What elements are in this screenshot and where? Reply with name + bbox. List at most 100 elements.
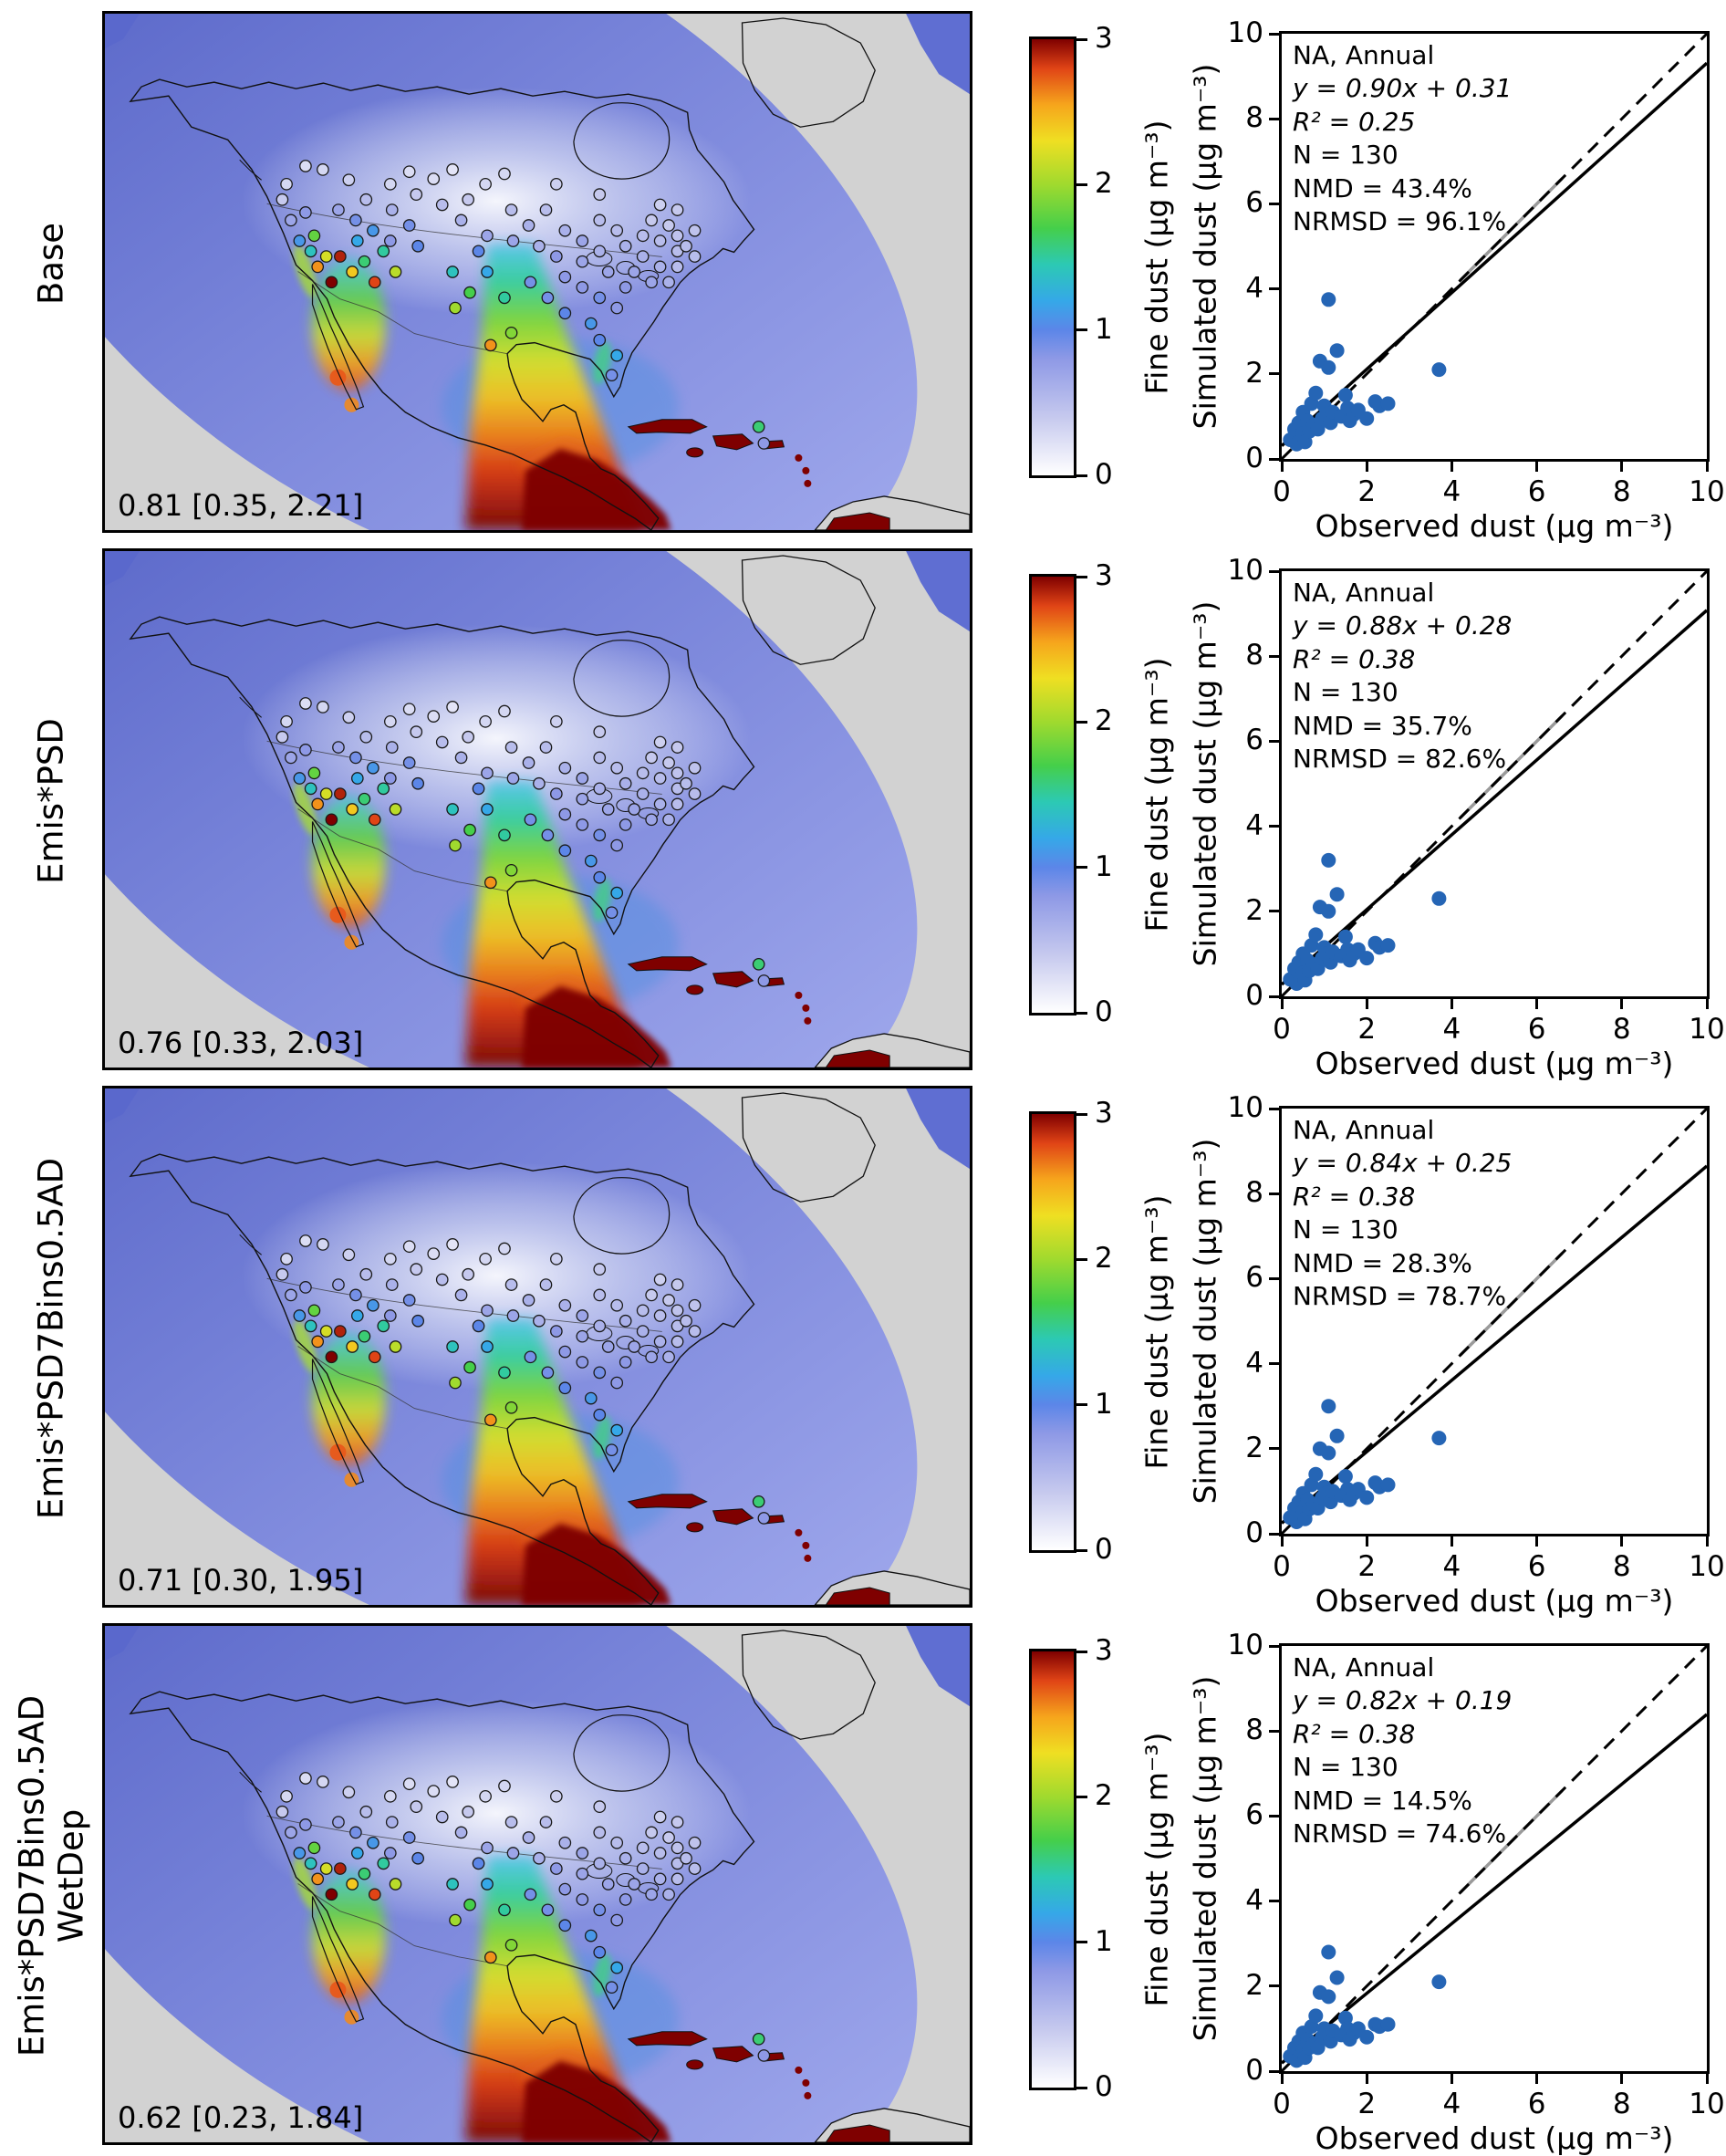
x-tick-label: 4 <box>1442 1013 1461 1046</box>
station-marker <box>427 1247 441 1260</box>
station-marker <box>334 787 347 800</box>
station-marker <box>334 250 347 263</box>
station-marker <box>610 224 624 237</box>
x-axis-label: Observed dust (µg m⁻³) <box>1315 1583 1674 1619</box>
station-marker <box>402 703 416 716</box>
row-label: Emis*PSD7Bins0.5AD <box>4 1080 100 1597</box>
station-marker <box>757 2049 771 2062</box>
central-america-maximum <box>522 985 671 1068</box>
station-marker <box>317 1238 329 1251</box>
station-marker <box>653 1847 667 1859</box>
station-marker <box>367 761 380 775</box>
station-marker <box>481 1878 494 1890</box>
annotation-n: N = 130 <box>1293 1214 1398 1245</box>
station-marker <box>454 1288 468 1302</box>
station-marker <box>359 730 373 744</box>
station-marker <box>311 797 325 811</box>
station-marker <box>334 1862 347 1875</box>
x-tick-label: 4 <box>1442 2088 1461 2120</box>
station-marker <box>446 1238 459 1251</box>
x-tick <box>1450 999 1453 1009</box>
station-marker <box>462 193 474 206</box>
annotation-fit: y = 0.90x + 0.31 <box>1293 73 1513 104</box>
station-marker <box>498 291 511 305</box>
colorbar-gradient <box>1029 1111 1076 1553</box>
station-marker <box>368 1350 381 1364</box>
colorbar-tick-label: 3 <box>1095 559 1113 592</box>
x-tick <box>1450 462 1453 472</box>
colorbar-tick <box>1076 1112 1087 1116</box>
y-tick-label: 2 <box>1245 356 1263 390</box>
station-marker <box>593 782 607 796</box>
station-marker <box>504 203 518 216</box>
annotation-fit: y = 0.84x + 0.25 <box>1293 1148 1513 1179</box>
station-marker <box>280 1789 293 1803</box>
y-tick <box>1269 1729 1279 1733</box>
station-marker <box>285 1826 297 1839</box>
station-marker <box>645 1826 658 1839</box>
baja-peninsula-coast <box>311 1896 365 2023</box>
station-marker <box>757 974 771 987</box>
scatter-point <box>1337 388 1353 403</box>
station-marker <box>653 797 667 811</box>
sonora-hotspot <box>312 1333 386 1465</box>
station-marker <box>346 1878 359 1890</box>
hudson-bay-coast <box>573 1177 671 1255</box>
station-marker <box>435 1810 449 1824</box>
station-marker <box>325 1350 338 1364</box>
station-marker <box>671 203 684 216</box>
y-tick <box>1269 654 1279 658</box>
station-marker <box>402 1777 416 1791</box>
y-tick <box>1269 995 1279 998</box>
station-marker <box>506 772 520 785</box>
station-marker <box>481 229 494 243</box>
scatter-point <box>1431 362 1447 378</box>
station-marker <box>463 823 476 837</box>
scatter-point <box>1308 2008 1324 2024</box>
station-marker <box>389 803 402 816</box>
station-marker <box>757 437 771 450</box>
station-marker <box>645 1350 658 1364</box>
station-marker <box>584 1391 598 1405</box>
station-marker <box>384 714 397 728</box>
station-marker <box>671 1816 684 1828</box>
station-marker <box>299 1234 312 1247</box>
x-tick <box>1535 462 1539 472</box>
colorbar-tick <box>1076 328 1087 332</box>
station-marker <box>449 838 462 852</box>
station-marker <box>619 776 632 790</box>
station-marker <box>293 772 307 785</box>
y-tick-label: 0 <box>1245 442 1263 474</box>
station-marker <box>636 766 650 780</box>
x-tick-label: 10 <box>1689 1013 1725 1046</box>
colorbar-tick-label: 0 <box>1095 1533 1113 1566</box>
station-marker <box>576 255 589 268</box>
station-marker <box>446 803 459 816</box>
station-marker <box>367 224 380 237</box>
station-marker <box>636 787 650 800</box>
scatter-plot: NA, Annual y = 0.82x + 0.19 R² = 0.38 N … <box>1188 1629 1725 2156</box>
station-marker <box>498 1903 511 1917</box>
annotation-nrmsd: NRMSD = 82.6% <box>1293 743 1507 774</box>
x-tick <box>1705 999 1709 1009</box>
scatter-point <box>1431 1431 1447 1446</box>
station-marker <box>576 1867 589 1880</box>
station-marker <box>619 1893 632 1906</box>
hispaniola-island <box>712 971 754 988</box>
us-canada-border <box>266 1815 662 1870</box>
station-marker <box>481 266 494 278</box>
station-marker <box>522 1294 535 1307</box>
y-tick-label: 4 <box>1245 1883 1263 1917</box>
station-marker <box>558 224 572 237</box>
station-marker <box>539 1816 553 1828</box>
station-marker <box>368 813 381 827</box>
station-marker <box>317 163 329 176</box>
hudson-bay-coast <box>573 102 671 180</box>
station-marker <box>662 1350 675 1364</box>
station-marker <box>410 725 423 739</box>
station-marker <box>446 163 459 176</box>
annotation-nmd: NMD = 35.7% <box>1293 710 1472 741</box>
x-axis-label: Observed dust (µg m⁻³) <box>1315 508 1674 544</box>
station-marker <box>645 751 658 765</box>
station-marker <box>472 1857 485 1870</box>
